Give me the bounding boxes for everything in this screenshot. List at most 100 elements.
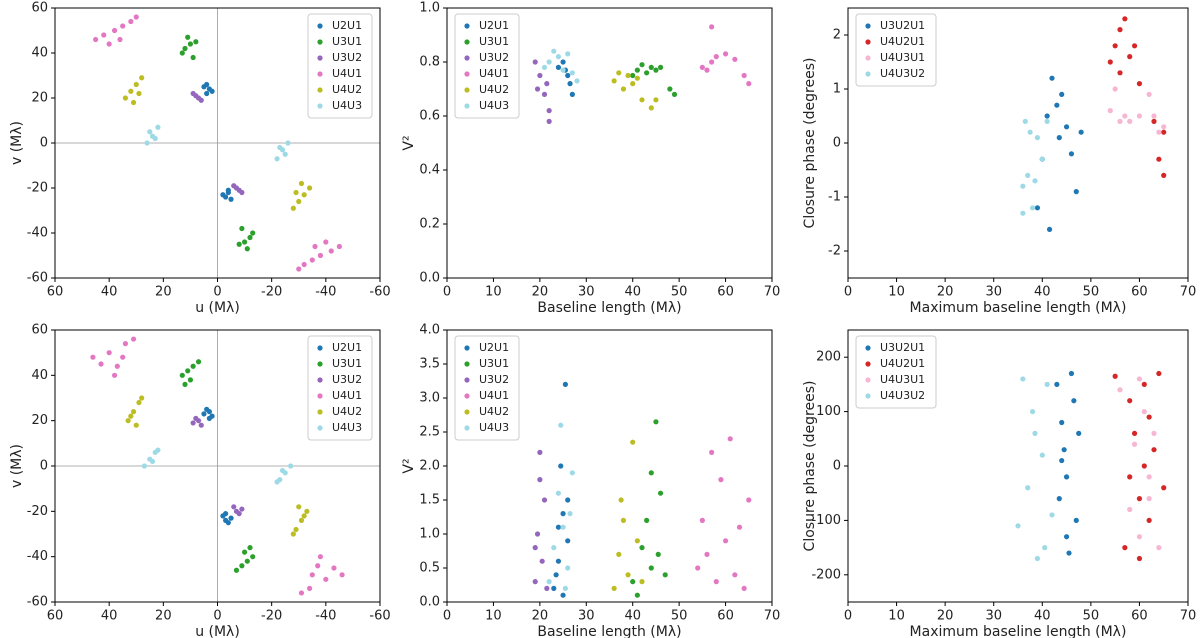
- point: [190, 54, 196, 61]
- y-tick-label: -100: [811, 513, 841, 528]
- point: [1136, 81, 1143, 87]
- point: [620, 517, 627, 524]
- x-tick-label: 0: [213, 609, 221, 624]
- point: [1059, 419, 1065, 426]
- point: [532, 545, 538, 551]
- point: [331, 565, 337, 571]
- legend-marker: [865, 23, 871, 29]
- point: [301, 513, 307, 519]
- point: [1131, 430, 1138, 436]
- legend-label: U3U2U1: [880, 19, 925, 32]
- point: [534, 86, 541, 92]
- x-tick-label: 30: [985, 285, 1002, 300]
- point: [1020, 376, 1026, 382]
- point: [648, 64, 654, 70]
- point: [704, 67, 710, 73]
- legend-marker: [317, 393, 323, 399]
- point: [634, 67, 640, 73]
- point: [231, 504, 237, 510]
- point: [546, 118, 552, 124]
- point: [562, 381, 568, 387]
- point: [298, 180, 305, 187]
- point: [1146, 496, 1152, 502]
- point: [185, 368, 191, 374]
- point: [296, 504, 302, 510]
- point: [746, 497, 752, 503]
- point: [1156, 129, 1162, 135]
- point: [241, 239, 248, 245]
- point: [713, 579, 719, 585]
- point: [1068, 370, 1075, 377]
- point: [567, 510, 573, 517]
- point: [233, 567, 240, 573]
- point: [611, 78, 617, 84]
- point: [136, 90, 142, 97]
- y-tick-label: -20: [27, 504, 48, 519]
- point: [228, 196, 234, 202]
- x-tick-label: -60: [369, 609, 390, 624]
- point: [1146, 414, 1152, 420]
- x-tick-label: 20: [937, 285, 954, 300]
- x-tick-label: 20: [532, 285, 549, 300]
- legend-label: U4U3: [332, 99, 362, 112]
- point: [1127, 398, 1133, 404]
- point: [306, 185, 313, 191]
- point: [1141, 381, 1147, 387]
- point: [630, 72, 636, 79]
- point: [648, 470, 654, 476]
- point: [317, 252, 324, 259]
- legend-label: U4U3: [479, 99, 509, 112]
- x-axis-label: Maximum baseline length (Mλ): [910, 624, 1127, 638]
- point: [250, 554, 256, 560]
- point: [239, 563, 245, 569]
- y-tick-label: 40: [31, 46, 48, 61]
- point: [1127, 506, 1133, 513]
- point: [293, 526, 299, 533]
- x-tick-label: 60: [1131, 285, 1148, 300]
- x-axis-label: Baseline length (Mλ): [537, 300, 681, 316]
- point: [546, 579, 552, 585]
- legend-marker: [865, 393, 871, 399]
- point: [1117, 27, 1123, 33]
- y-tick-label: 0: [40, 136, 48, 151]
- point: [560, 524, 566, 530]
- point: [185, 34, 191, 40]
- legend-label: U2U1: [479, 341, 509, 354]
- legend-label: U3U2: [332, 51, 362, 64]
- panel: 0 10 20 30 40 50 60 70 -200 -100 0 100 200 Maximum ba…: [802, 329, 1196, 638]
- point: [244, 558, 250, 564]
- legend-marker: [464, 23, 470, 29]
- point: [296, 266, 302, 272]
- panel: 60 40 20 0 -20 -40 -60 -60 -40 -20 0 20 40 60 u (Mλ) v …: [9, 1, 391, 317]
- point: [616, 70, 622, 76]
- point: [1029, 409, 1036, 415]
- point: [1015, 523, 1021, 529]
- y-tick-label: 0: [833, 136, 841, 151]
- point: [634, 538, 640, 544]
- point: [722, 538, 729, 544]
- legend-marker: [464, 345, 470, 351]
- point: [155, 124, 161, 130]
- point: [247, 234, 253, 241]
- point: [182, 45, 188, 52]
- point: [537, 477, 543, 483]
- point: [541, 64, 548, 70]
- y-tick-label: 2.0: [419, 459, 440, 474]
- y-axis-label: Closure phase (degrees): [802, 381, 818, 552]
- point: [198, 422, 204, 428]
- point: [565, 565, 571, 571]
- point: [247, 545, 253, 551]
- point: [179, 50, 185, 56]
- point: [193, 415, 199, 421]
- legend-label: U4U2U1: [880, 357, 925, 370]
- point: [560, 59, 566, 65]
- panel: 60 40 20 0 -20 -40 -60 -60 -40 -20 0 20 40 60 u (Mλ) v …: [9, 323, 391, 638]
- point: [1161, 485, 1167, 491]
- point: [1146, 91, 1152, 97]
- point: [648, 105, 654, 111]
- y-tick-label: 0.2: [419, 217, 440, 232]
- y-tick-label: 0: [40, 459, 48, 474]
- point: [187, 377, 194, 383]
- point: [130, 409, 137, 415]
- legend-marker: [317, 39, 323, 45]
